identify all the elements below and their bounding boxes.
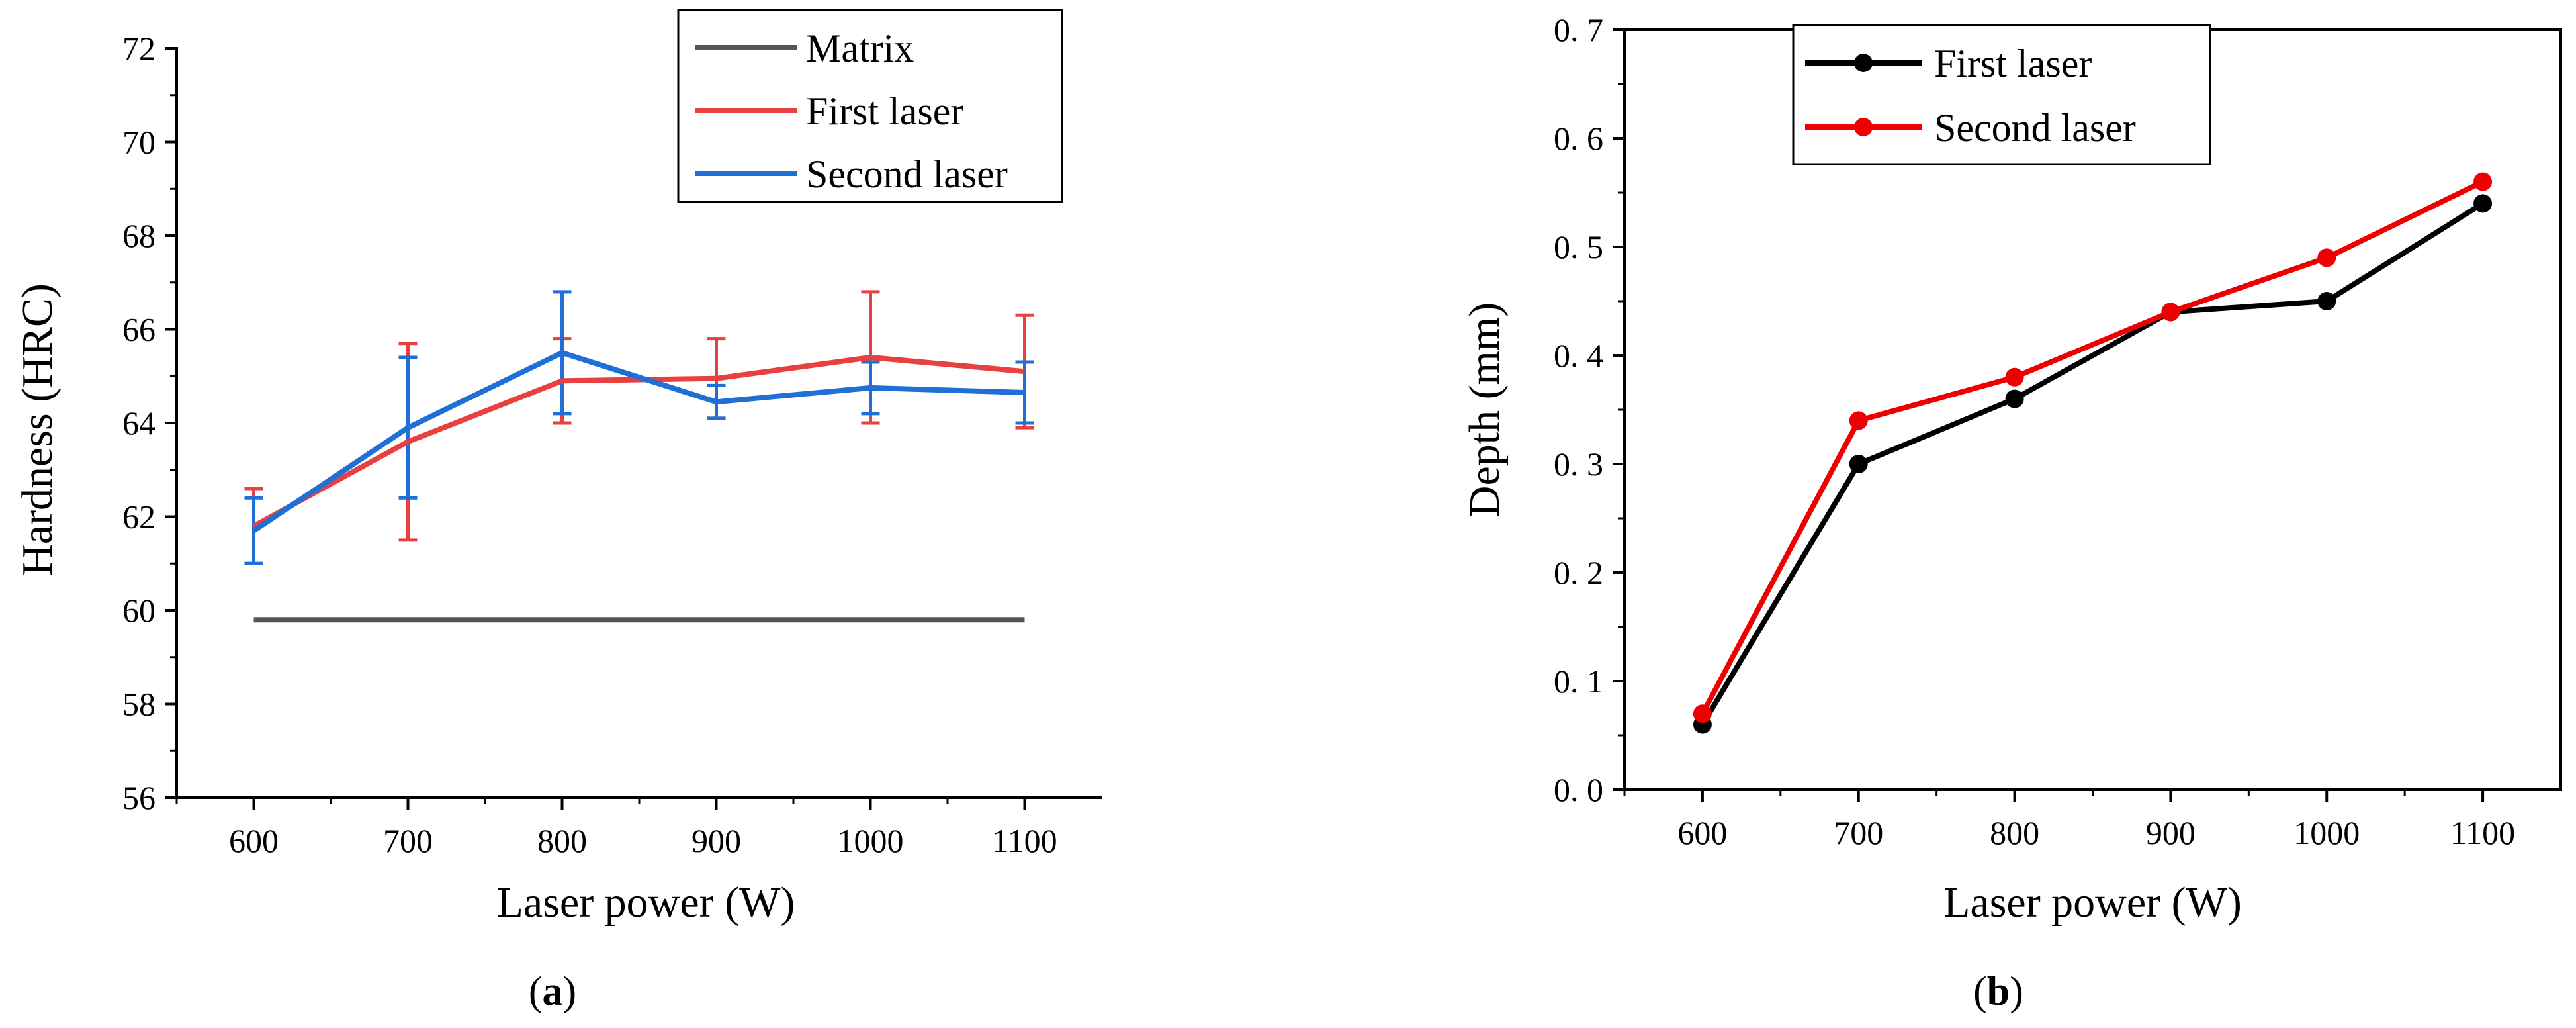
- panel-b-x-tick-label: 600: [1677, 814, 1727, 851]
- panel-b-caption-open: (: [1973, 969, 1987, 1014]
- panel-b-data-point-0: [2473, 194, 2493, 213]
- panel-b-x-axis-label: Laser power (W): [1943, 878, 2242, 927]
- panel-b-legend-label: Second laser: [1934, 106, 2136, 150]
- panel-a-series-line-1: [252, 354, 1025, 529]
- panel-b-y-tick-label: 0. 6: [1554, 120, 1603, 157]
- panel-b-data-point-0: [2317, 292, 2336, 310]
- panel-a-y-tick-label: 66: [122, 311, 155, 348]
- panel-a-series: [244, 290, 1034, 623]
- panel-a-y-tick-label: 56: [122, 779, 155, 816]
- panel-a-legend-box: [677, 9, 1063, 203]
- panel-a-x-tick-label: 900: [691, 822, 741, 859]
- panel-b-x-ticks: 600 700 800 900 1000 1100: [1623, 790, 2515, 851]
- panel-b-y-tick-label: 0. 0: [1554, 771, 1603, 808]
- panel-b-legend-label: First laser: [1934, 42, 2092, 85]
- panel-a-caption-open: (: [529, 969, 543, 1014]
- panel-b-legend-marker: [1854, 118, 1873, 136]
- panel-a-y-tick-label: 60: [122, 592, 155, 629]
- panel-b-data-point-1: [1849, 411, 1868, 430]
- panel-a-y-tick-label: 72: [122, 30, 155, 67]
- panel-b-series: [1693, 172, 2493, 734]
- panel-a-y-axis-label: Hardness (HRC): [13, 283, 62, 576]
- panel-a-y-tick-label: 70: [122, 124, 155, 161]
- panel-b-legend-box: [1792, 24, 2211, 165]
- panel-b-y-tick-label: 0. 4: [1554, 337, 1603, 374]
- panel-a-legend-label: Matrix: [806, 26, 914, 70]
- panel-a-x-tick-label: 700: [383, 822, 433, 859]
- panel-a-y-tick-label: 62: [122, 498, 155, 536]
- panel-b-y-tick-label: 0. 3: [1554, 445, 1603, 483]
- panel-a-x-tick-label: 600: [229, 822, 279, 859]
- panel-a-y-ticks: 56 58 60 62 64 66 68 70 72: [122, 30, 177, 816]
- panel-b-legend-entry: First laser: [1805, 42, 2092, 85]
- panel-a-caption-label: a: [543, 969, 563, 1014]
- panel-b-legend-entry: Second laser: [1805, 106, 2136, 150]
- panel-a-legend-label: Second laser: [806, 152, 1008, 196]
- panel-a-x-tick-label: 800: [537, 822, 587, 859]
- panel-b-x-tick-label: 1000: [2293, 814, 2360, 851]
- panel-b-data-point-1: [2005, 367, 2024, 387]
- panel-b-series-line-0: [1700, 201, 2485, 726]
- panel-a-error-bar: [1015, 360, 1034, 425]
- panel-b-caption-close: ): [2010, 969, 2023, 1014]
- panel-a-legend: Matrix First laser Second laser: [677, 9, 1063, 203]
- panel-a-x-axis-label: Laser power (W): [497, 878, 795, 927]
- panel-a-series-line-2: [252, 350, 1025, 534]
- panel-b-series-line-1: [1700, 179, 2484, 716]
- panel-b-data-point-0: [2005, 389, 2024, 408]
- panel-a-x-ticks: 600 700 800 900 1000 1100: [175, 798, 1057, 859]
- panel-a-x-tick-label: 1000: [838, 822, 904, 859]
- panel-a-y-tick-label: 58: [122, 686, 155, 723]
- panel-a-legend-entry: Second laser: [695, 152, 1008, 196]
- panel-b-legend: First laser Second laser: [1792, 24, 2211, 165]
- panel-a-caption: (a): [529, 969, 576, 1014]
- panel-b-chart: 0. 0 0. 1 0. 2 0. 3 0. 4 0. 5 0. 6 0. 7 600 700 8…: [1460, 11, 2562, 1014]
- panel-b-y-tick-label: 0. 1: [1554, 663, 1603, 700]
- panel-b-y-tick-label: 0. 7: [1554, 11, 1603, 48]
- panel-b-y-tick-label: 0. 2: [1554, 554, 1603, 591]
- panel-b-data-point-1: [1693, 704, 1712, 724]
- panel-a-y-tick-label: 64: [122, 404, 155, 442]
- panel-b-x-tick-label: 900: [2146, 814, 2196, 851]
- panel-a-legend-entry: Matrix: [695, 26, 914, 70]
- panel-b-data-point-1: [2473, 172, 2493, 191]
- panel-b-y-ticks: 0. 0 0. 1 0. 2 0. 3 0. 4 0. 5 0. 6 0. 7: [1554, 11, 1624, 808]
- panel-b-legend-marker: [1854, 54, 1873, 72]
- panel-b-y-tick-label: 0. 5: [1554, 228, 1603, 265]
- panel-b-data-point-1: [2161, 303, 2180, 322]
- panel-b-caption: (b): [1973, 969, 2023, 1014]
- panel-a-caption-close: ): [563, 969, 577, 1014]
- panel-b-data-point-0: [1849, 455, 1868, 473]
- panel-b-y-axis-label: Depth (mm): [1460, 303, 1509, 517]
- panel-b-x-tick-label: 800: [1990, 814, 2039, 851]
- panel-b-caption-label: b: [1987, 969, 2010, 1014]
- panel-a-legend-label: First laser: [806, 89, 963, 133]
- panel-b-x-tick-label: 1100: [2450, 814, 2515, 851]
- panel-a-error-bar: [244, 496, 263, 565]
- panel-b-x-tick-label: 700: [1834, 814, 1883, 851]
- panel-a-y-tick-label: 68: [122, 217, 155, 254]
- panel-b-data-point-1: [2317, 248, 2336, 267]
- panel-a-x-tick-label: 1100: [992, 822, 1057, 859]
- panel-a-legend-entry: First laser: [695, 89, 963, 133]
